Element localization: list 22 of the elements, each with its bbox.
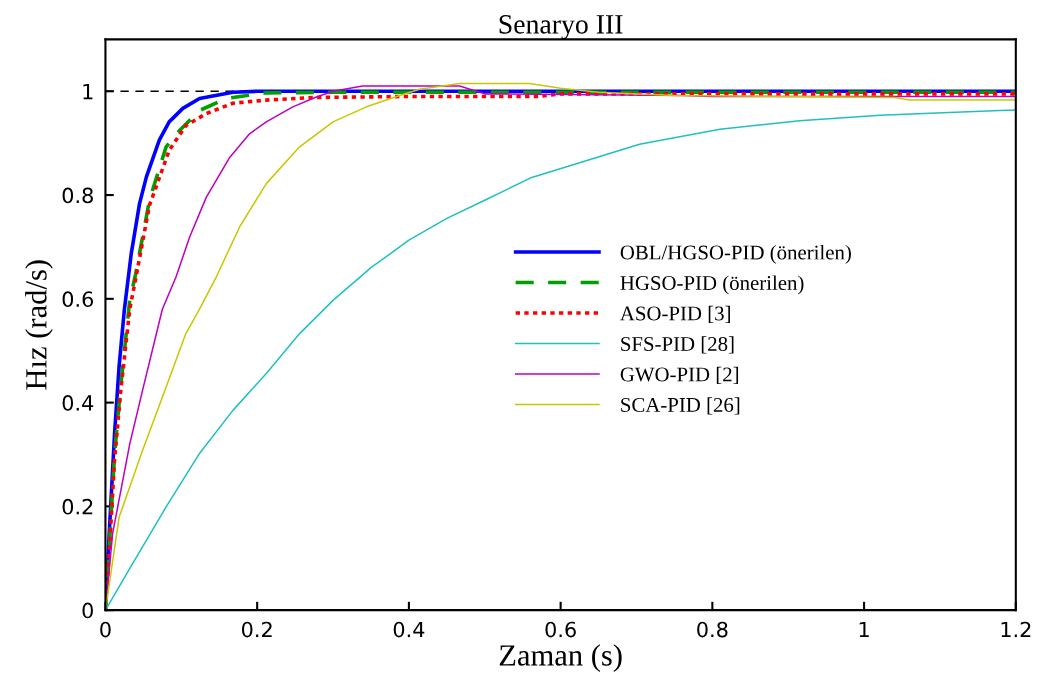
legend-label: OBL/HGSO-PID (önerilen) [620,244,851,264]
y-tick-label: 0.4 [62,395,94,411]
x-tick-label: 0.2 [241,621,272,638]
legend-label: GWO-PID [2] [620,366,739,385]
y-tick-label: 0.8 [62,187,93,204]
x-axis-title: Zaman (s) [499,644,622,672]
legend-label: SFS-PID [28] [621,336,734,354]
y-tick-label: 0 [82,602,93,619]
legend-label: ASO-PID [3] [620,305,730,324]
y-tick-label: 0.6 [62,291,94,308]
x-tick-label: 1.2 [1001,621,1031,638]
y-tick-label: 0.2 [62,498,93,515]
x-tick-label: 0 [100,621,111,638]
legend-label: HGSO-PID (önerilen) [620,275,804,295]
x-tick-label: 0.8 [697,621,728,638]
y-axis-title: Hız (rad/s) [25,260,53,390]
chart-title: Senaryo III [499,15,623,40]
legend-label: SCA-PID [26] [621,397,740,415]
x-tick-label: 0.4 [393,621,425,638]
y-tick-label: 1 [83,84,93,100]
x-tick-label: 0.6 [545,621,576,638]
x-tick-label: 1 [859,621,869,638]
